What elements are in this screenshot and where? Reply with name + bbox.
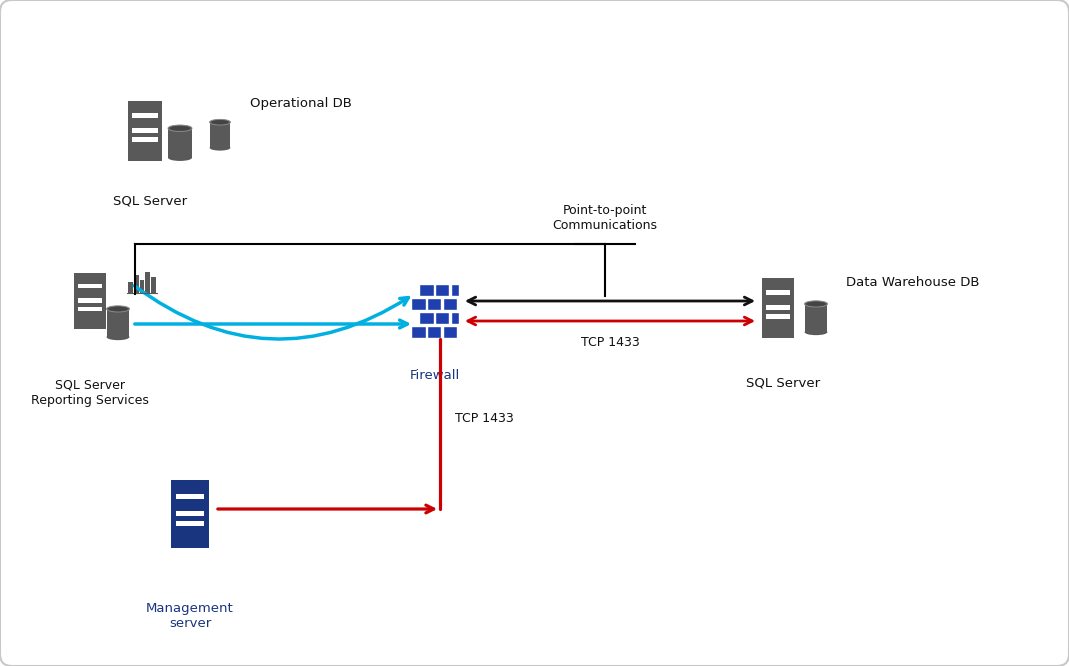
Bar xyxy=(443,298,458,310)
Text: SQL Server: SQL Server xyxy=(746,376,820,389)
Bar xyxy=(419,284,434,296)
Bar xyxy=(133,113,158,118)
Ellipse shape xyxy=(805,329,827,335)
Bar xyxy=(140,280,144,292)
Bar xyxy=(428,326,441,338)
Bar xyxy=(451,284,459,296)
Ellipse shape xyxy=(805,301,827,307)
Bar xyxy=(134,275,139,292)
Ellipse shape xyxy=(107,306,129,312)
Text: Data Warehouse DB: Data Warehouse DB xyxy=(846,276,979,290)
Bar xyxy=(765,290,790,295)
Bar xyxy=(443,326,458,338)
Bar xyxy=(133,137,158,142)
Bar xyxy=(435,284,449,296)
Bar xyxy=(175,494,204,499)
Ellipse shape xyxy=(107,334,129,340)
Bar xyxy=(765,314,790,318)
Ellipse shape xyxy=(168,125,192,131)
Text: Management
server: Management server xyxy=(146,602,234,630)
Text: Point-to-point
Communications: Point-to-point Communications xyxy=(553,204,657,232)
Text: SQL Server: SQL Server xyxy=(113,194,187,207)
Ellipse shape xyxy=(168,155,192,161)
Bar xyxy=(419,312,434,324)
Bar xyxy=(765,306,790,310)
Bar xyxy=(78,284,102,288)
Bar xyxy=(107,309,129,337)
Bar xyxy=(451,312,459,324)
Bar xyxy=(145,272,150,292)
Bar xyxy=(128,282,133,292)
Bar xyxy=(175,511,204,516)
Bar xyxy=(412,326,425,338)
Bar xyxy=(210,122,231,148)
Ellipse shape xyxy=(210,119,231,125)
Text: TCP 1433: TCP 1433 xyxy=(455,412,514,426)
Bar xyxy=(428,298,441,310)
Bar xyxy=(435,312,449,324)
Bar xyxy=(412,298,425,310)
Bar xyxy=(175,521,204,526)
Text: TCP 1433: TCP 1433 xyxy=(580,336,639,349)
Bar xyxy=(762,278,794,338)
Text: Firewall: Firewall xyxy=(409,369,460,382)
Text: Operational DB: Operational DB xyxy=(250,97,352,109)
Bar xyxy=(168,129,192,158)
Ellipse shape xyxy=(806,302,825,306)
Ellipse shape xyxy=(170,126,190,131)
Bar xyxy=(151,277,156,292)
Bar xyxy=(805,304,827,332)
Bar xyxy=(78,298,102,303)
Bar xyxy=(133,129,158,133)
Bar xyxy=(75,272,106,330)
Ellipse shape xyxy=(108,306,127,311)
Bar xyxy=(128,101,161,161)
Text: SQL Server
Reporting Services: SQL Server Reporting Services xyxy=(31,379,149,407)
Bar xyxy=(78,307,102,311)
Ellipse shape xyxy=(212,120,229,125)
Bar xyxy=(171,480,208,548)
Ellipse shape xyxy=(210,145,231,151)
